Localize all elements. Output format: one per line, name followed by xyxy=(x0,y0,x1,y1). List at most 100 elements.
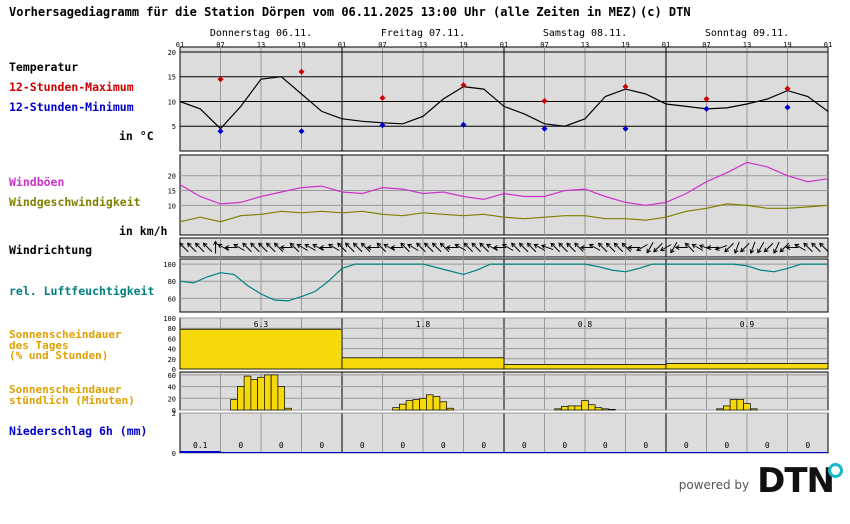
hour-label: 13 xyxy=(743,41,751,49)
sun-hourly-bar xyxy=(426,394,434,411)
wind-arrow xyxy=(558,242,568,253)
precip-bar xyxy=(261,452,302,453)
label-sun-daily-3: (% und Stunden) xyxy=(9,349,109,362)
wind-arrow-head xyxy=(312,243,318,249)
wind-arrow-head xyxy=(733,249,739,255)
wind-arrow-head xyxy=(605,242,611,248)
y-tick-label: 40 xyxy=(168,384,176,392)
y-tick-label: 20 xyxy=(168,356,176,364)
wind-arrow-head xyxy=(659,246,665,252)
wind-arrow-head xyxy=(674,245,680,250)
wind-arrow-shaft xyxy=(304,244,316,251)
wind-arrow-shaft xyxy=(534,244,546,251)
y-tick-label: 0 xyxy=(172,407,176,415)
wind-arrow-shaft xyxy=(685,242,695,253)
sun-hourly-bar xyxy=(601,408,609,411)
wind-arrow-head xyxy=(265,242,271,248)
wind-arrow xyxy=(588,243,601,251)
logo-dot-icon xyxy=(828,463,843,478)
wind-arrow xyxy=(757,242,765,254)
wind-arrow-head xyxy=(328,243,333,249)
precip-label: 0 xyxy=(441,441,446,450)
y-tick-label: 10 xyxy=(168,98,176,106)
hour-label: 01 xyxy=(338,41,346,49)
wind-arrow-shaft xyxy=(819,242,829,253)
wind-arrow xyxy=(740,242,750,253)
wind-arrow-shaft xyxy=(463,242,474,253)
hour-label: 07 xyxy=(540,41,548,49)
wind-arrow-head xyxy=(454,243,460,249)
precip-label: 0 xyxy=(238,441,243,450)
y-tick-label: 10 xyxy=(168,202,176,210)
wind-arrow-head xyxy=(627,245,633,250)
wind-arrow xyxy=(186,242,197,253)
wind-arrow-shaft xyxy=(424,242,434,253)
data-series xyxy=(179,68,829,453)
wind-arrow xyxy=(501,243,514,251)
wind-arrow-head xyxy=(526,242,532,248)
wind-arrow-head xyxy=(510,242,516,248)
wind-arrow-shaft xyxy=(550,242,560,253)
wind-arrow-shaft xyxy=(574,242,584,253)
wind-arrow-head xyxy=(518,242,524,248)
wind-arrow-head xyxy=(289,242,295,248)
wind-arrow xyxy=(202,242,213,253)
tmin-point xyxy=(541,125,548,132)
wind-arrow-shaft xyxy=(289,242,300,253)
sun-hourly-bar xyxy=(405,400,414,411)
precip-bar xyxy=(504,452,545,453)
wind-arrow-shaft xyxy=(740,242,750,253)
wind-arrow-head xyxy=(653,247,658,253)
hour-label: 07 xyxy=(378,41,386,49)
wind-arrow xyxy=(724,242,734,253)
precip-label: 0 xyxy=(481,441,486,450)
wind-arrow-shaft xyxy=(218,244,229,251)
hour-label: 01 xyxy=(824,41,832,49)
wind-arrow-shaft xyxy=(266,242,276,253)
wind-arrow-head xyxy=(319,245,324,250)
hour-label: 13 xyxy=(581,41,589,49)
wind-arrow xyxy=(574,242,584,253)
wind-arrow xyxy=(360,242,371,253)
wind-arrow xyxy=(518,242,529,253)
hour-label: 19 xyxy=(783,41,791,49)
wind-arrow-head xyxy=(179,242,184,248)
tmax-point xyxy=(460,82,467,89)
wind-arrow-head xyxy=(740,247,745,253)
y-tick-label: 20 xyxy=(168,395,176,403)
sun-daily-bar xyxy=(341,357,505,370)
sun-hourly-bar xyxy=(581,400,589,411)
hour-label: 01 xyxy=(500,41,508,49)
precip-label: 0 xyxy=(684,441,689,450)
wind-arrow xyxy=(659,244,672,252)
hour-label: 13 xyxy=(257,41,265,49)
y-tick-label: 20 xyxy=(168,49,176,57)
sun-daily-bar xyxy=(503,364,667,370)
sun-hourly-bar xyxy=(250,379,258,411)
wind-arrow-head xyxy=(613,242,619,248)
wind-arrow-shaft xyxy=(606,242,616,253)
wind-arrow xyxy=(233,243,245,251)
y-tick-label: 60 xyxy=(168,295,176,303)
label-wind-unit: in km/h xyxy=(119,224,168,238)
wind-arrow-head xyxy=(486,243,491,249)
wind-arrow-shaft xyxy=(337,242,347,253)
wind-arrow-head xyxy=(186,242,192,248)
wind-arrow-head xyxy=(757,248,762,254)
sun-hourly-bar xyxy=(567,405,576,411)
wind-arrow xyxy=(242,242,252,253)
wind-arrow xyxy=(213,240,219,254)
y-tick-label: 80 xyxy=(168,278,176,286)
y-tick-label: 40 xyxy=(168,346,176,354)
wind-arrow-shaft xyxy=(541,244,554,251)
wind-arrow-shaft xyxy=(250,242,260,253)
powered-by-text: powered by xyxy=(678,478,750,492)
precip-bar xyxy=(220,452,261,453)
wind-arrow-shaft xyxy=(312,244,324,251)
hour-label: 19 xyxy=(621,41,629,49)
wind-arrow-head xyxy=(390,245,396,250)
wind-arrow-shaft xyxy=(407,244,419,251)
precip-bar xyxy=(382,452,423,453)
sun-hourly-bar xyxy=(743,403,751,411)
wind-arrow-head xyxy=(471,242,477,248)
